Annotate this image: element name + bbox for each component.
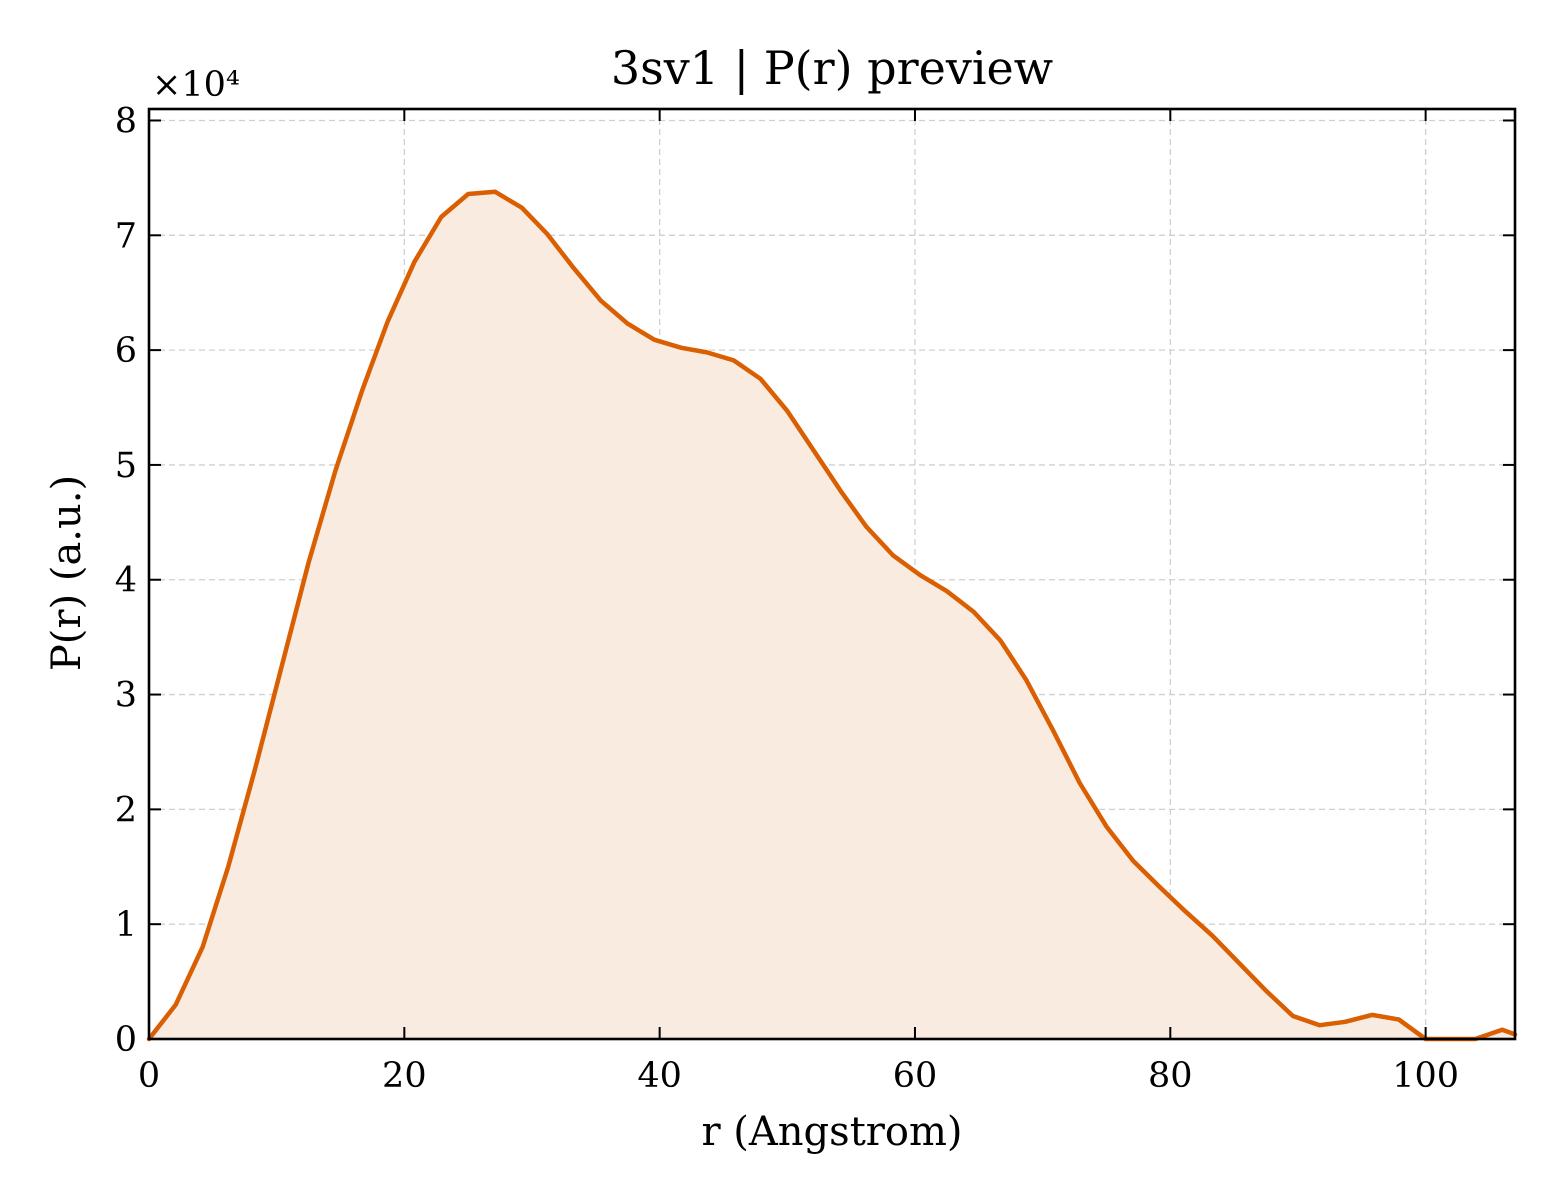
pr-area-fill (149, 191, 1515, 1039)
y-multiplier-label: ×10⁴ (152, 65, 240, 105)
plot-frame (147, 107, 1517, 1041)
y-tick-label: 3 (115, 676, 137, 716)
y-tick-label: 7 (115, 216, 137, 256)
x-tick-label: 60 (893, 1056, 938, 1096)
y-axis-label: P(r) (a.u.) (44, 475, 90, 671)
x-tick-label: 20 (382, 1056, 427, 1096)
x-tick-label: 100 (1392, 1056, 1459, 1096)
pr-curve (146, 189, 1518, 1042)
x-tick-labels: 0 20 40 60 80 100 (138, 1056, 1459, 1096)
y-tick-label: 1 (115, 905, 137, 945)
y-tick-label: 0 (115, 1020, 137, 1060)
x-tick-label: 0 (138, 1056, 160, 1096)
y-tick-label: 4 (115, 561, 137, 601)
y-tick-label: 5 (115, 446, 137, 486)
y-tick-label: 6 (115, 331, 137, 371)
x-tick-label: 80 (1148, 1056, 1193, 1096)
x-axis-label: r (Angstrom) (701, 1109, 962, 1155)
y-tick-label: 2 (115, 790, 137, 830)
y-tick-labels: 0 1 2 3 4 5 6 7 8 (115, 101, 137, 1060)
chart-title: 3sv1 | P(r) preview (611, 41, 1053, 95)
x-tick-label: 40 (637, 1056, 682, 1096)
y-tick-label: 8 (115, 101, 137, 141)
